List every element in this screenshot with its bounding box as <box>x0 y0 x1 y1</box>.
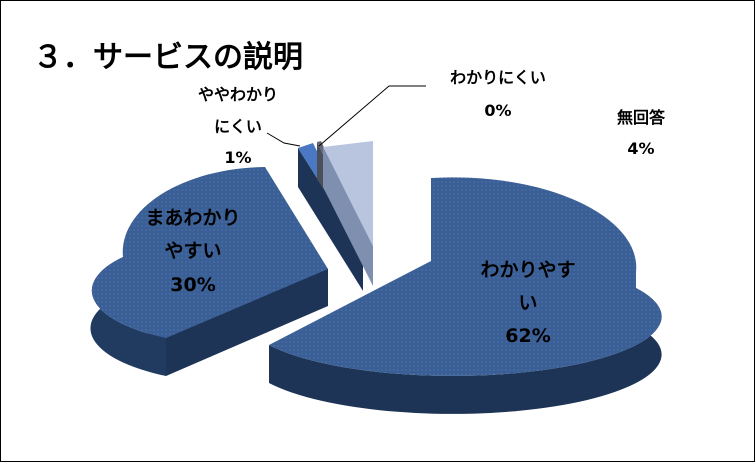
data-label-somewhat-hard: ややわかり にくい 1% <box>198 85 278 167</box>
label-name-line: わかりにくい <box>450 68 546 87</box>
pie-slice-somewhat-easy <box>90 167 328 376</box>
label-name-line: やすい <box>164 240 221 262</box>
label-percent: 1% <box>224 148 251 167</box>
label-percent: 0% <box>484 101 511 120</box>
data-label-no-answer: 無回答 4% <box>617 108 666 158</box>
data-label-somewhat-easy: まあわかり やすい 30% <box>145 207 240 296</box>
chart-title: ３．サービスの説明 <box>33 40 303 75</box>
label-name-line: まあわかり <box>145 207 240 229</box>
label-name-line: わかりやす <box>480 259 575 281</box>
label-percent: 62% <box>505 325 550 347</box>
leader-line-hard <box>318 85 426 147</box>
label-name-line: にくい <box>214 117 262 136</box>
leader-line-somewhat-hard <box>266 132 301 147</box>
label-percent: 30% <box>170 274 215 296</box>
data-label-hard: わかりにくい 0% <box>450 68 546 120</box>
data-label-easy: わかりやす い 62% <box>480 259 575 347</box>
label-percent: 4% <box>627 139 654 158</box>
label-name-line: い <box>518 292 537 314</box>
label-name-line: ややわかり <box>198 85 278 104</box>
pie-slice-easy <box>269 177 662 414</box>
pie-slice-no-answer <box>323 141 373 286</box>
label-name-line: 無回答 <box>617 108 666 127</box>
